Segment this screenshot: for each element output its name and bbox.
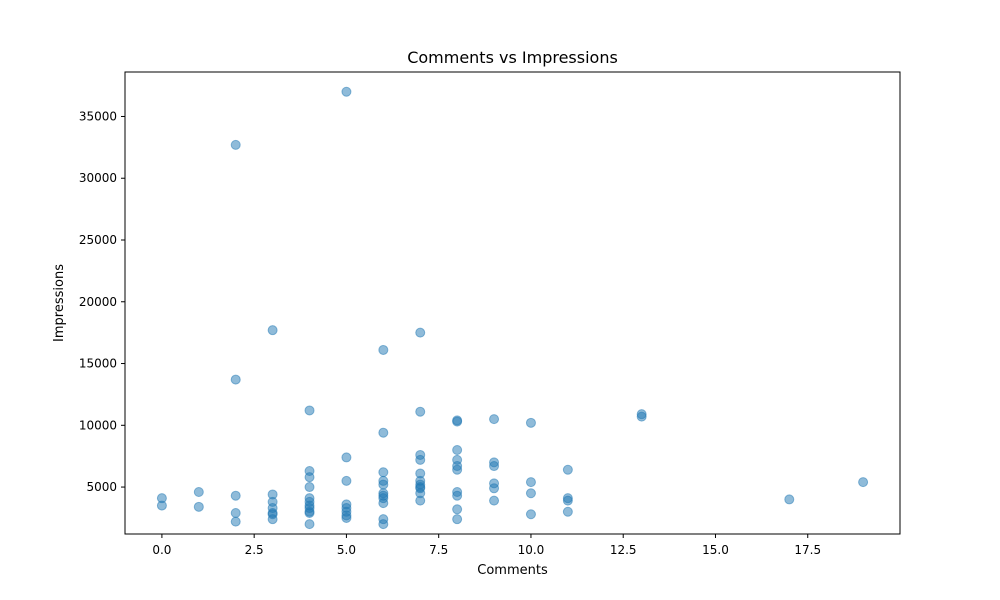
data-point	[489, 461, 500, 472]
x-tick-label: 12.5	[610, 543, 637, 557]
data-point	[415, 482, 426, 493]
data-point	[415, 454, 426, 465]
y-tick-label: 20000	[79, 295, 117, 309]
x-tick-label: 15.0	[702, 543, 729, 557]
x-tick-label: 17.5	[794, 543, 821, 557]
data-point	[489, 414, 500, 425]
data-point	[525, 417, 536, 428]
y-tick-label: 5000	[86, 480, 117, 494]
data-point	[378, 467, 389, 478]
plot-area-frame	[124, 71, 901, 535]
data-point	[230, 508, 241, 518]
data-point	[193, 487, 204, 497]
data-point	[341, 475, 352, 486]
data-point	[415, 495, 426, 506]
data-point	[378, 427, 389, 438]
data-point	[525, 488, 536, 499]
x-tick-label: 2.5	[245, 543, 264, 557]
data-point	[452, 445, 463, 455]
data-point	[452, 464, 463, 475]
data-point	[636, 411, 647, 422]
x-tick-label: 5.0	[337, 543, 356, 557]
data-point	[562, 495, 573, 506]
y-tick-label: 35000	[79, 109, 117, 123]
data-point	[304, 503, 315, 514]
data-point	[525, 509, 536, 520]
data-point	[452, 490, 463, 501]
data-point	[193, 501, 204, 512]
x-tick-label: 7.5	[429, 543, 448, 557]
data-point	[156, 500, 167, 511]
data-point	[341, 512, 352, 523]
data-point	[341, 86, 352, 97]
y-tick-label: 10000	[79, 418, 117, 432]
data-point	[230, 374, 241, 385]
data-point	[304, 472, 315, 483]
data-point	[230, 139, 241, 150]
y-tick-label: 30000	[79, 171, 117, 185]
y-tick-label: 25000	[79, 233, 117, 247]
data-point	[452, 416, 463, 427]
x-tick-label: 10.0	[518, 543, 545, 557]
data-point	[230, 516, 241, 527]
data-point	[415, 327, 426, 338]
data-point	[452, 514, 463, 525]
data-point	[858, 477, 869, 488]
x-axis-title: Comments	[477, 563, 548, 578]
data-point	[230, 490, 241, 501]
y-axis-title: Impressions	[52, 264, 67, 342]
points-layer	[156, 86, 869, 530]
data-point	[489, 483, 500, 494]
x-tick-label: 0.0	[152, 543, 171, 557]
chart-title: Comments vs Impressions	[407, 48, 618, 67]
data-point	[452, 504, 463, 515]
y-axis-ticks: 5000 10000 15000 20000 25000 30000 35000	[79, 109, 125, 494]
data-point	[784, 494, 795, 505]
data-point	[267, 514, 278, 525]
data-point	[525, 477, 536, 488]
data-point	[378, 490, 389, 501]
data-point	[378, 519, 389, 530]
data-point	[415, 406, 426, 417]
data-point	[304, 405, 315, 416]
data-point	[562, 506, 573, 517]
x-axis-ticks: 0.0 2.5 5.0 7.5 10.0 12.5 15.0 17.5	[152, 534, 821, 557]
data-point	[304, 482, 315, 493]
data-point	[267, 325, 278, 336]
data-point	[304, 519, 315, 530]
y-tick-label: 15000	[79, 357, 117, 371]
data-point	[378, 344, 389, 355]
data-point	[489, 495, 500, 506]
data-point	[341, 452, 352, 463]
data-point	[378, 479, 389, 490]
data-point	[562, 464, 573, 475]
